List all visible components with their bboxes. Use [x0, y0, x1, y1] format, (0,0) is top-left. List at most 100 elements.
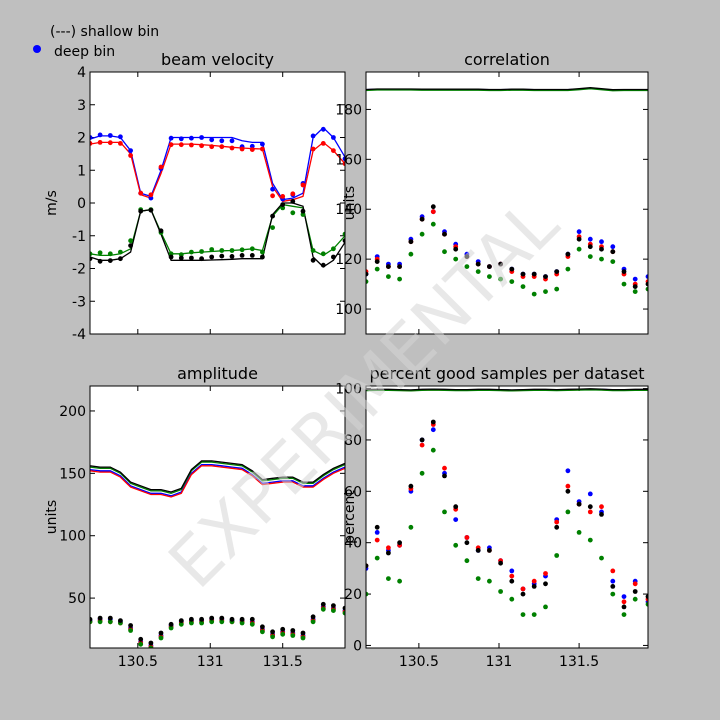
plot-area	[366, 386, 648, 648]
y-tick-label: 40	[344, 536, 362, 552]
data-point	[587, 509, 593, 515]
data-point	[554, 269, 560, 274]
y-tick-label: 50	[68, 591, 86, 607]
data-point	[90, 256, 93, 262]
data-point	[366, 271, 369, 277]
data-point	[475, 548, 481, 553]
data-point	[199, 616, 205, 622]
x-tick-label: 131	[197, 654, 224, 670]
data-point	[509, 266, 515, 272]
data-point	[576, 236, 582, 242]
data-point	[487, 264, 492, 269]
data-point	[576, 530, 582, 535]
data-point	[290, 199, 296, 204]
data-point	[610, 244, 616, 250]
data-point	[260, 254, 265, 260]
data-point	[543, 274, 548, 279]
data-point	[430, 204, 436, 210]
data-point	[408, 524, 414, 530]
data-point	[260, 141, 265, 147]
data-point	[397, 264, 402, 269]
data-point	[487, 548, 492, 553]
y-tick-label: 200	[59, 404, 86, 420]
data-point	[320, 126, 326, 132]
data-point	[310, 133, 316, 139]
data-point	[453, 504, 459, 510]
y-tick-label: 0	[77, 196, 86, 212]
data-point	[138, 208, 144, 214]
panel-title: correlation	[464, 50, 550, 69]
data-point	[270, 213, 275, 219]
data-point	[645, 286, 648, 292]
data-point	[587, 254, 593, 259]
data-point	[320, 606, 326, 612]
data-point	[632, 276, 638, 282]
data-point	[219, 615, 225, 621]
data-point	[97, 132, 103, 138]
data-point	[260, 629, 265, 635]
data-point	[464, 264, 470, 269]
data-point	[453, 517, 459, 522]
data-point	[509, 573, 515, 579]
data-point	[219, 138, 225, 144]
data-point	[168, 621, 174, 627]
data-point	[199, 620, 205, 626]
data-point	[178, 136, 184, 142]
data-point	[632, 284, 638, 289]
data-point	[419, 216, 425, 222]
y-tick-label: 100	[335, 302, 362, 318]
data-point	[229, 145, 235, 151]
data-point	[554, 524, 560, 530]
data-point	[290, 191, 296, 197]
data-point	[239, 146, 245, 152]
plot-marks	[366, 87, 648, 297]
data-point	[280, 205, 286, 211]
data-point	[554, 553, 560, 558]
data-point	[219, 619, 225, 625]
data-point	[168, 254, 174, 260]
data-point	[300, 635, 306, 641]
data-point	[118, 134, 123, 140]
x-tick-label: 131	[486, 654, 513, 670]
data-point	[599, 555, 604, 561]
data-point	[342, 610, 345, 616]
data-point	[475, 269, 481, 274]
data-point	[374, 266, 380, 272]
data-point	[229, 254, 235, 259]
data-point	[189, 616, 194, 622]
data-point	[229, 248, 235, 253]
data-point	[419, 437, 425, 443]
data-point	[158, 630, 164, 636]
data-point	[97, 619, 103, 625]
data-point	[90, 251, 93, 257]
data-point	[199, 143, 205, 149]
data-point	[599, 256, 604, 262]
data-point	[374, 524, 380, 530]
data-point	[599, 512, 604, 517]
data-point	[565, 488, 571, 494]
data-point	[520, 271, 526, 277]
data-point	[587, 236, 593, 242]
data-point	[498, 589, 503, 594]
data-point	[599, 239, 604, 245]
data-point	[229, 138, 235, 144]
data-point	[531, 612, 537, 617]
panels: beam velocity m/s -4 -3 -2 -1 0 1 2 3 4 correlation…	[44, 50, 649, 670]
data-point	[189, 249, 194, 255]
plot-marks	[90, 460, 345, 648]
data-point	[509, 578, 515, 584]
plot-frame	[89, 385, 346, 649]
data-point	[219, 253, 225, 259]
data-point	[430, 221, 436, 227]
x-tick-label: 130.5	[118, 654, 158, 670]
panel-velocity: beam velocity m/s -4 -3 -2 -1 0 1 2 3 4	[44, 50, 346, 343]
series-line-1	[90, 463, 345, 497]
data-point	[148, 645, 154, 648]
data-point	[280, 202, 286, 208]
data-point	[498, 276, 503, 282]
data-point	[310, 248, 316, 253]
data-point	[331, 254, 336, 260]
data-point	[565, 266, 571, 272]
y-tick-label: -2	[72, 262, 86, 278]
y-tick-label: 3	[77, 98, 86, 114]
